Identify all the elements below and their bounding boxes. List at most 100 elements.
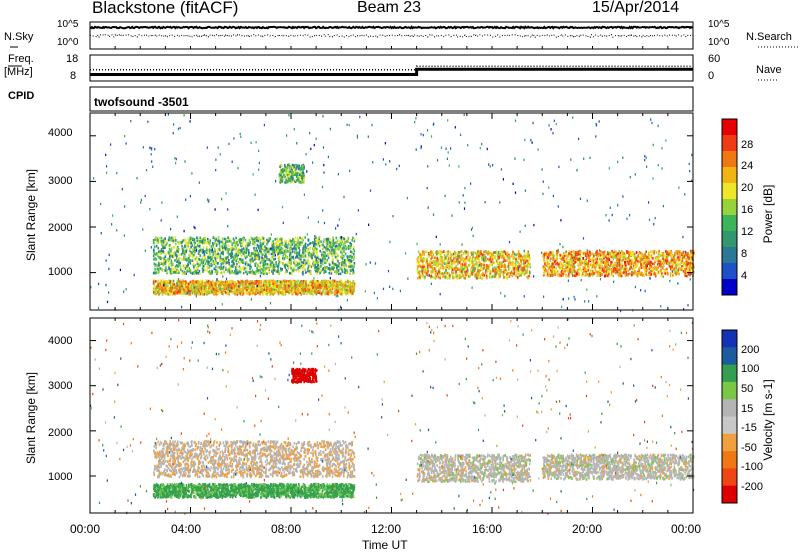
scatter-point (270, 265, 272, 268)
scatter-point (623, 270, 625, 274)
scatter-point (266, 238, 268, 242)
scatter-point (337, 270, 339, 274)
scatter-point (260, 244, 262, 247)
scatter-point (289, 285, 292, 289)
scatter-point (347, 285, 350, 289)
scatter-point (334, 289, 337, 293)
scatter-point (289, 264, 292, 267)
scatter-point (154, 285, 156, 288)
scatter-point (280, 291, 282, 294)
scatter-point (162, 263, 165, 267)
scatter-point (506, 254, 508, 258)
scatter-point (256, 243, 259, 247)
scatter-point (500, 255, 503, 259)
scatter-point (474, 263, 476, 266)
scatter-point (336, 289, 338, 292)
scatter-point (332, 236, 335, 239)
scatter-point (164, 287, 166, 291)
scatter-point (298, 260, 301, 263)
scatter-point (298, 265, 301, 269)
scatter-point (318, 286, 321, 290)
scatter-point (212, 250, 215, 254)
scatter-point (168, 263, 170, 266)
scatter-point (446, 254, 449, 257)
scatter-point (508, 255, 511, 259)
scatter-point (170, 259, 173, 262)
scatter-point (568, 273, 570, 276)
scatter-point (176, 269, 179, 273)
scatter-point (176, 271, 178, 274)
scatter-point (270, 281, 272, 285)
scatter-point (307, 259, 310, 263)
scatter-point (283, 284, 286, 288)
scatter-point (549, 272, 551, 276)
scatter-point (322, 290, 324, 293)
scatter-point (502, 251, 504, 254)
scatter-point (483, 258, 486, 261)
scatter-point (492, 261, 495, 264)
scatter-point (225, 283, 227, 286)
scatter-point (419, 269, 421, 273)
scatter-point (251, 290, 254, 293)
scatter-point (162, 244, 164, 247)
scatter-point (204, 281, 206, 285)
scatter-point (300, 255, 302, 258)
scatter-point (475, 261, 478, 264)
scatter-point (236, 250, 238, 253)
scatter-point (223, 260, 225, 263)
scatter-point (286, 264, 289, 268)
scatter-point (163, 246, 165, 250)
scatter-point (266, 266, 268, 270)
scatter-point (513, 267, 516, 270)
scatter-point (165, 266, 167, 269)
scatter-point (276, 264, 278, 267)
scatter-point (181, 284, 184, 288)
scatter-point (297, 252, 299, 255)
scatter-point (329, 263, 331, 267)
scatter-point (610, 264, 612, 267)
scatter-point (301, 266, 304, 270)
scatter-point (227, 239, 230, 243)
scatter-point (295, 268, 298, 272)
scatter-point (304, 242, 307, 246)
scatter-point (459, 256, 462, 260)
scatter-point (290, 255, 292, 259)
scatter-point (299, 243, 301, 246)
scatter-point (508, 257, 511, 260)
scatter-point (316, 282, 318, 285)
scatter-point (167, 265, 170, 268)
scatter-point (436, 256, 438, 260)
scatter-point (684, 274, 686, 277)
scatter-point (243, 252, 245, 255)
scatter-point (208, 286, 210, 290)
scatter-point (274, 265, 276, 269)
scatter-point (167, 238, 170, 242)
scatter-point (293, 283, 296, 286)
scatter-point (319, 271, 321, 275)
scatter-point (195, 290, 198, 293)
scatter-point (227, 286, 229, 289)
scatter-point (213, 252, 216, 255)
scatter-point (528, 254, 530, 258)
scatter-point (264, 290, 266, 293)
scatter-point (430, 265, 432, 269)
scatter-point (262, 285, 265, 289)
scatter-point (271, 270, 273, 273)
scatter-point (182, 282, 184, 285)
scatter-point (418, 262, 421, 266)
scatter-point (224, 248, 227, 251)
scatter-point (221, 284, 223, 288)
scatter-point (153, 291, 155, 294)
scatter-point (288, 265, 290, 268)
scatter-point (194, 249, 196, 252)
scatter-point (315, 237, 317, 241)
scatter-point (325, 254, 328, 258)
scatter-point (177, 290, 180, 293)
scatter-point (273, 289, 276, 293)
scatter-point (319, 288, 321, 291)
scatter-point (244, 280, 246, 284)
scatter-point (282, 262, 284, 265)
scatter-point (451, 270, 453, 273)
scatter-point (313, 280, 316, 283)
scatter-point (277, 255, 280, 258)
